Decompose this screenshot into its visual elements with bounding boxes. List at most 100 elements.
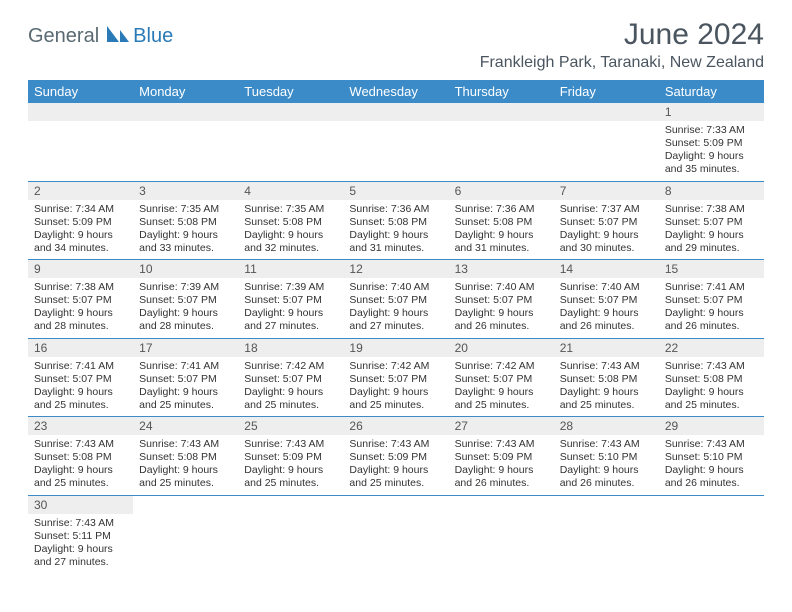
calendar-week-row: 2Sunrise: 7:34 AMSunset: 5:09 PMDaylight… bbox=[28, 181, 764, 260]
day-number: 12 bbox=[343, 260, 448, 278]
calendar-cell bbox=[28, 103, 133, 181]
day-details: Sunrise: 7:37 AMSunset: 5:07 PMDaylight:… bbox=[554, 200, 659, 260]
calendar-cell: 11Sunrise: 7:39 AMSunset: 5:07 PMDayligh… bbox=[238, 260, 343, 339]
day-details: Sunrise: 7:38 AMSunset: 5:07 PMDaylight:… bbox=[659, 200, 764, 260]
day-number: 11 bbox=[238, 260, 343, 278]
calendar-cell: 10Sunrise: 7:39 AMSunset: 5:07 PMDayligh… bbox=[133, 260, 238, 339]
day-details: Sunrise: 7:35 AMSunset: 5:08 PMDaylight:… bbox=[238, 200, 343, 260]
calendar-cell: 20Sunrise: 7:42 AMSunset: 5:07 PMDayligh… bbox=[449, 338, 554, 417]
day-details: Sunrise: 7:34 AMSunset: 5:09 PMDaylight:… bbox=[28, 200, 133, 260]
day-number: 20 bbox=[449, 339, 554, 357]
day-number: 9 bbox=[28, 260, 133, 278]
day-number: 13 bbox=[449, 260, 554, 278]
day-details: Sunrise: 7:42 AMSunset: 5:07 PMDaylight:… bbox=[343, 357, 448, 417]
day-details: Sunrise: 7:43 AMSunset: 5:09 PMDaylight:… bbox=[449, 435, 554, 495]
day-number: 16 bbox=[28, 339, 133, 357]
day-number: 17 bbox=[133, 339, 238, 357]
day-details: Sunrise: 7:42 AMSunset: 5:07 PMDaylight:… bbox=[449, 357, 554, 417]
calendar-cell bbox=[449, 103, 554, 181]
day-number: 28 bbox=[554, 417, 659, 435]
calendar-cell: 19Sunrise: 7:42 AMSunset: 5:07 PMDayligh… bbox=[343, 338, 448, 417]
day-number: 6 bbox=[449, 182, 554, 200]
day-details: Sunrise: 7:40 AMSunset: 5:07 PMDaylight:… bbox=[343, 278, 448, 338]
day-details: Sunrise: 7:43 AMSunset: 5:11 PMDaylight:… bbox=[28, 514, 133, 574]
day-number: 19 bbox=[343, 339, 448, 357]
weekday-header: Tuesday bbox=[238, 80, 343, 103]
weekday-header: Friday bbox=[554, 80, 659, 103]
calendar-cell: 8Sunrise: 7:38 AMSunset: 5:07 PMDaylight… bbox=[659, 181, 764, 260]
day-details: Sunrise: 7:43 AMSunset: 5:08 PMDaylight:… bbox=[28, 435, 133, 495]
calendar-cell: 25Sunrise: 7:43 AMSunset: 5:09 PMDayligh… bbox=[238, 417, 343, 496]
header: General Blue June 2024 Frankleigh Park, … bbox=[28, 18, 764, 72]
calendar-week-row: 1Sunrise: 7:33 AMSunset: 5:09 PMDaylight… bbox=[28, 103, 764, 181]
calendar-cell: 21Sunrise: 7:43 AMSunset: 5:08 PMDayligh… bbox=[554, 338, 659, 417]
day-number: 10 bbox=[133, 260, 238, 278]
day-number-band-empty bbox=[133, 103, 238, 121]
day-number: 14 bbox=[554, 260, 659, 278]
day-details: Sunrise: 7:41 AMSunset: 5:07 PMDaylight:… bbox=[133, 357, 238, 417]
day-details: Sunrise: 7:43 AMSunset: 5:08 PMDaylight:… bbox=[659, 357, 764, 417]
calendar-cell: 29Sunrise: 7:43 AMSunset: 5:10 PMDayligh… bbox=[659, 417, 764, 496]
calendar-cell: 17Sunrise: 7:41 AMSunset: 5:07 PMDayligh… bbox=[133, 338, 238, 417]
calendar-cell bbox=[554, 103, 659, 181]
day-details: Sunrise: 7:42 AMSunset: 5:07 PMDaylight:… bbox=[238, 357, 343, 417]
day-details: Sunrise: 7:35 AMSunset: 5:08 PMDaylight:… bbox=[133, 200, 238, 260]
calendar-cell: 1Sunrise: 7:33 AMSunset: 5:09 PMDaylight… bbox=[659, 103, 764, 181]
day-number: 22 bbox=[659, 339, 764, 357]
title-block: June 2024 Frankleigh Park, Taranaki, New… bbox=[480, 18, 764, 72]
day-number: 26 bbox=[343, 417, 448, 435]
day-details: Sunrise: 7:39 AMSunset: 5:07 PMDaylight:… bbox=[238, 278, 343, 338]
calendar-cell bbox=[133, 495, 238, 573]
calendar-cell bbox=[238, 103, 343, 181]
calendar-cell: 6Sunrise: 7:36 AMSunset: 5:08 PMDaylight… bbox=[449, 181, 554, 260]
calendar-cell: 16Sunrise: 7:41 AMSunset: 5:07 PMDayligh… bbox=[28, 338, 133, 417]
day-details: Sunrise: 7:36 AMSunset: 5:08 PMDaylight:… bbox=[343, 200, 448, 260]
calendar-cell: 26Sunrise: 7:43 AMSunset: 5:09 PMDayligh… bbox=[343, 417, 448, 496]
calendar-cell: 12Sunrise: 7:40 AMSunset: 5:07 PMDayligh… bbox=[343, 260, 448, 339]
day-details: Sunrise: 7:43 AMSunset: 5:08 PMDaylight:… bbox=[554, 357, 659, 417]
calendar-cell: 5Sunrise: 7:36 AMSunset: 5:08 PMDaylight… bbox=[343, 181, 448, 260]
calendar-cell: 2Sunrise: 7:34 AMSunset: 5:09 PMDaylight… bbox=[28, 181, 133, 260]
day-details: Sunrise: 7:40 AMSunset: 5:07 PMDaylight:… bbox=[554, 278, 659, 338]
calendar-cell: 14Sunrise: 7:40 AMSunset: 5:07 PMDayligh… bbox=[554, 260, 659, 339]
logo-text-gray: General bbox=[28, 25, 99, 48]
day-details: Sunrise: 7:33 AMSunset: 5:09 PMDaylight:… bbox=[659, 121, 764, 181]
day-number-band-empty bbox=[554, 103, 659, 121]
day-details: Sunrise: 7:43 AMSunset: 5:10 PMDaylight:… bbox=[554, 435, 659, 495]
calendar-cell: 27Sunrise: 7:43 AMSunset: 5:09 PMDayligh… bbox=[449, 417, 554, 496]
calendar-cell: 23Sunrise: 7:43 AMSunset: 5:08 PMDayligh… bbox=[28, 417, 133, 496]
calendar-cell: 28Sunrise: 7:43 AMSunset: 5:10 PMDayligh… bbox=[554, 417, 659, 496]
day-number: 27 bbox=[449, 417, 554, 435]
day-details: Sunrise: 7:43 AMSunset: 5:09 PMDaylight:… bbox=[238, 435, 343, 495]
day-details: Sunrise: 7:39 AMSunset: 5:07 PMDaylight:… bbox=[133, 278, 238, 338]
calendar-week-row: 23Sunrise: 7:43 AMSunset: 5:08 PMDayligh… bbox=[28, 417, 764, 496]
location-subtitle: Frankleigh Park, Taranaki, New Zealand bbox=[480, 54, 764, 72]
day-number: 18 bbox=[238, 339, 343, 357]
calendar-cell: 3Sunrise: 7:35 AMSunset: 5:08 PMDaylight… bbox=[133, 181, 238, 260]
day-number: 1 bbox=[659, 103, 764, 121]
calendar-cell bbox=[554, 495, 659, 573]
calendar-week-row: 16Sunrise: 7:41 AMSunset: 5:07 PMDayligh… bbox=[28, 338, 764, 417]
weekday-header: Wednesday bbox=[343, 80, 448, 103]
calendar-cell: 18Sunrise: 7:42 AMSunset: 5:07 PMDayligh… bbox=[238, 338, 343, 417]
day-number: 3 bbox=[133, 182, 238, 200]
weekday-header: Thursday bbox=[449, 80, 554, 103]
calendar-cell bbox=[343, 103, 448, 181]
day-number: 7 bbox=[554, 182, 659, 200]
day-number-band-empty bbox=[449, 103, 554, 121]
day-number-band-empty bbox=[343, 103, 448, 121]
day-number: 21 bbox=[554, 339, 659, 357]
day-number-band-empty bbox=[28, 103, 133, 121]
day-number: 24 bbox=[133, 417, 238, 435]
day-details: Sunrise: 7:40 AMSunset: 5:07 PMDaylight:… bbox=[449, 278, 554, 338]
calendar-cell: 30Sunrise: 7:43 AMSunset: 5:11 PMDayligh… bbox=[28, 495, 133, 573]
calendar-cell: 13Sunrise: 7:40 AMSunset: 5:07 PMDayligh… bbox=[449, 260, 554, 339]
day-details: Sunrise: 7:41 AMSunset: 5:07 PMDaylight:… bbox=[28, 357, 133, 417]
calendar-cell: 24Sunrise: 7:43 AMSunset: 5:08 PMDayligh… bbox=[133, 417, 238, 496]
calendar-cell bbox=[343, 495, 448, 573]
calendar-cell: 7Sunrise: 7:37 AMSunset: 5:07 PMDaylight… bbox=[554, 181, 659, 260]
calendar-cell: 15Sunrise: 7:41 AMSunset: 5:07 PMDayligh… bbox=[659, 260, 764, 339]
logo-text-blue: Blue bbox=[133, 25, 173, 48]
weekday-header: Sunday bbox=[28, 80, 133, 103]
day-number: 5 bbox=[343, 182, 448, 200]
